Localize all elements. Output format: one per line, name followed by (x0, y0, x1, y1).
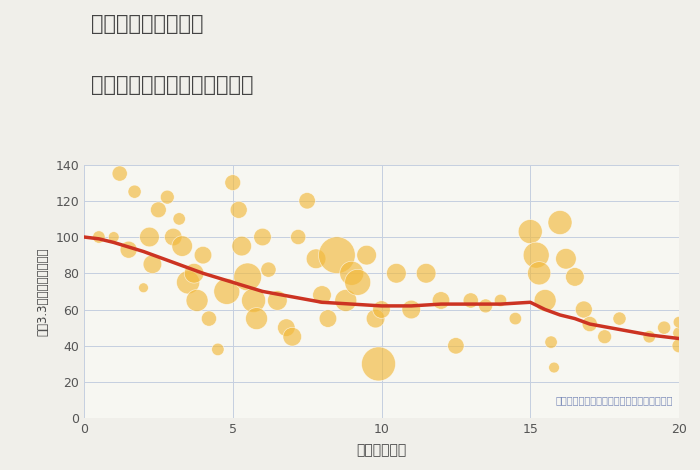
Point (361, 251, 372, 259)
Point (123, 246, 134, 253)
Point (316, 291, 328, 299)
Point (176, 243, 188, 250)
Point (561, 255, 572, 263)
Point (673, 329, 685, 337)
Point (114, 170, 125, 177)
Point (293, 233, 304, 241)
Point (310, 255, 321, 263)
Point (554, 219, 566, 226)
Point (212, 345, 223, 353)
Point (93, 233, 104, 241)
X-axis label: 駅距離（分）: 駅距離（分） (356, 443, 407, 457)
Point (435, 297, 447, 304)
Point (495, 297, 506, 304)
Point (183, 279, 194, 286)
Point (331, 251, 342, 259)
Point (540, 297, 551, 304)
Point (545, 338, 557, 346)
Point (287, 333, 298, 340)
Point (584, 320, 595, 328)
Point (251, 315, 262, 322)
Y-axis label: 坪（3.3㎡）単価（万円）: 坪（3.3㎡）単価（万円） (36, 247, 50, 336)
Point (370, 315, 381, 322)
Text: 奈良県大和八木駅の: 奈良県大和八木駅の (91, 14, 204, 34)
Point (108, 233, 119, 241)
Point (242, 273, 253, 281)
Point (578, 306, 589, 313)
Point (322, 315, 333, 322)
Point (510, 315, 521, 322)
Point (147, 260, 158, 268)
Point (391, 269, 402, 277)
Point (162, 193, 173, 201)
Point (373, 360, 384, 368)
Point (614, 315, 625, 322)
Point (376, 306, 387, 313)
Point (168, 233, 179, 241)
Point (569, 273, 580, 281)
Point (281, 324, 292, 331)
Point (263, 266, 274, 274)
Point (174, 215, 185, 223)
Point (203, 315, 214, 322)
Point (525, 228, 536, 235)
Point (236, 243, 247, 250)
Point (406, 306, 417, 313)
Point (192, 297, 203, 304)
Point (480, 302, 491, 310)
Point (599, 333, 610, 340)
Point (673, 319, 685, 326)
Point (257, 233, 268, 241)
Point (272, 297, 283, 304)
Point (153, 206, 164, 213)
Point (248, 297, 259, 304)
Point (144, 233, 155, 241)
Text: 円の大きさは、取引のあった物件面積を示す: 円の大きさは、取引のあった物件面積を示す (556, 396, 673, 406)
Text: 駅距離別中古マンション価格: 駅距離別中古マンション価格 (91, 75, 253, 95)
Point (129, 188, 140, 196)
Point (352, 279, 363, 286)
Point (302, 197, 313, 204)
Point (138, 284, 149, 291)
Point (673, 342, 685, 350)
Point (659, 324, 670, 331)
Point (227, 179, 238, 187)
Point (421, 269, 432, 277)
Point (644, 333, 655, 340)
Point (346, 269, 357, 277)
Point (533, 269, 545, 277)
Point (188, 269, 199, 277)
Point (197, 251, 209, 259)
Point (233, 206, 244, 213)
Point (465, 297, 476, 304)
Point (221, 288, 232, 295)
Point (450, 342, 461, 350)
Point (531, 251, 542, 259)
Point (549, 364, 560, 371)
Point (340, 297, 351, 304)
